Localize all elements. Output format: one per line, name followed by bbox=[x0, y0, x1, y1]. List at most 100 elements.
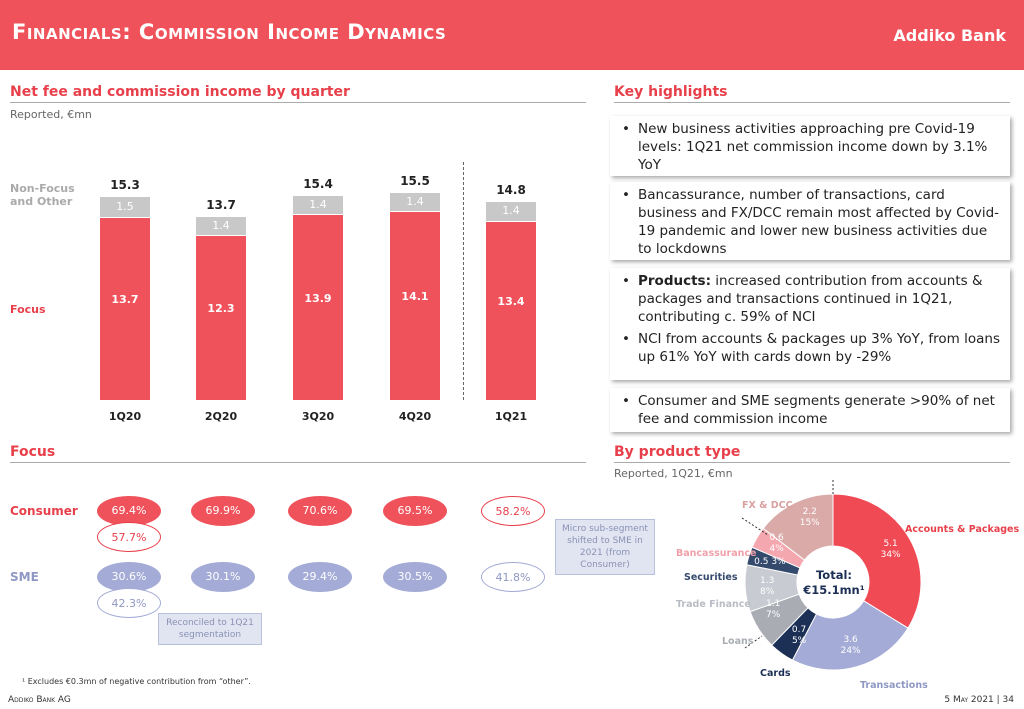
bar-focus: 12.3 bbox=[196, 236, 246, 400]
highlight-bold: Products: bbox=[638, 273, 711, 289]
x-tick-label: 2Q20 bbox=[204, 410, 238, 423]
bar-total: 15.3 bbox=[110, 177, 140, 192]
bar-focus: 14.1 bbox=[390, 212, 440, 400]
donut-center-label: Total: bbox=[815, 568, 853, 582]
bar-focus: 13.7 bbox=[100, 217, 150, 400]
bar-other: 1.4 bbox=[196, 216, 246, 236]
highlight-text: Consumer and SME segments generate >90% … bbox=[620, 392, 1000, 428]
period-divider bbox=[463, 162, 464, 400]
consumer-pill: 69.5% bbox=[383, 496, 447, 526]
highlight-box-4: Consumer and SME segments generate >90% … bbox=[610, 388, 1010, 432]
slice-pct: 7% bbox=[766, 609, 781, 620]
highlight-text: Products: increased contribution from ac… bbox=[620, 272, 1000, 326]
highlight-text: Bancassurance, number of transactions, c… bbox=[620, 186, 1000, 258]
slice-value-label: 0.6 4% bbox=[763, 533, 791, 555]
header-band bbox=[0, 0, 1024, 70]
bar-chart: 13.7 1.5 15.3 1Q20 12.3 1.4 13.7 2Q20 13.9 1.4 15.… bbox=[0, 0, 600, 440]
highlight-box-2: Bancassurance, number of transactions, c… bbox=[610, 182, 1010, 260]
bar-total: 13.7 bbox=[206, 197, 236, 212]
bar-other: 1.4 bbox=[486, 202, 536, 221]
slice-value: 2.2 bbox=[802, 507, 817, 518]
slice-name-label: Accounts & Packages bbox=[905, 524, 1020, 535]
footer-company: Addiko Bank AG bbox=[8, 695, 71, 705]
x-tick-label: 1Q21 bbox=[494, 410, 528, 423]
callout-reconciled: Reconciled to 1Q21 segmentation bbox=[158, 613, 262, 645]
slice-value-label: 2.2 15% bbox=[796, 507, 824, 529]
slice-pct: 3% bbox=[771, 557, 786, 568]
slice-value: 0.5 bbox=[754, 557, 769, 568]
bar-chart-title: Net fee and commission income by quarter bbox=[10, 84, 586, 103]
slice-pct: 8% bbox=[760, 586, 775, 597]
slice-pct: 15% bbox=[799, 518, 820, 529]
focus-title: Focus bbox=[10, 444, 586, 463]
highlights-title: Key highlights bbox=[614, 84, 1010, 103]
leader-line bbox=[744, 635, 763, 649]
slice-name-label: Loans bbox=[722, 636, 754, 647]
slice-name-label: FX & DCC bbox=[742, 500, 793, 511]
donut-center-value: €15.1mn¹ bbox=[803, 583, 865, 597]
x-tick-label: 4Q20 bbox=[398, 410, 432, 423]
footnote: ¹ Excludes €0.3mn of negative contributi… bbox=[22, 677, 251, 686]
consumer-pill: 69.4% bbox=[97, 496, 161, 526]
sme-pill: 41.8% bbox=[481, 562, 545, 592]
slice-value-label: 1.3 8% bbox=[753, 576, 781, 598]
slice-name-label: Securities bbox=[684, 572, 738, 583]
consumer-reconciled-pill: 57.7% bbox=[97, 522, 161, 552]
highlight-text: New business activities approaching pre … bbox=[620, 120, 1000, 174]
slice-pct: 34% bbox=[880, 549, 901, 560]
slice-value-label: 0.7 5% bbox=[785, 625, 813, 647]
slice-value-label: 0.5 3% bbox=[750, 557, 790, 568]
highlight-text: increased contribution from accounts & p… bbox=[638, 273, 983, 325]
slice-value: 5.1 bbox=[883, 538, 898, 549]
sme-pill: 30.6% bbox=[97, 562, 161, 592]
sme-label: SME bbox=[10, 570, 39, 584]
donut-slice bbox=[762, 493, 834, 561]
slice-pct: 5% bbox=[791, 636, 807, 647]
slice-value: 3.6 bbox=[843, 634, 858, 645]
bar-other: 1.4 bbox=[390, 192, 440, 212]
sme-reconciled-pill: 42.3% bbox=[97, 588, 161, 618]
x-tick-label: 1Q20 bbox=[108, 410, 142, 423]
bar-other: 1.4 bbox=[293, 195, 343, 215]
donut-center: Total: €15.1mn¹ bbox=[803, 568, 865, 598]
sme-pill: 29.4% bbox=[288, 562, 352, 592]
sme-pill: 30.5% bbox=[383, 562, 447, 592]
highlight-box-3: Products: increased contribution from ac… bbox=[610, 268, 1010, 380]
row-label-other: Non-Focus and Other bbox=[10, 182, 75, 208]
page-title: Financials: Commission Income Dynamics bbox=[12, 20, 447, 44]
slice-name-label: Trade Finance bbox=[676, 599, 751, 610]
consumer-pill: 70.6% bbox=[288, 496, 352, 526]
row-label-focus: Focus bbox=[10, 303, 46, 316]
bar-focus: 13.4 bbox=[486, 221, 536, 400]
donut-slice bbox=[832, 493, 922, 629]
slice-pct: 4% bbox=[769, 543, 784, 554]
slice-value-label: 3.6 24% bbox=[837, 635, 865, 657]
donut-slice bbox=[791, 600, 909, 671]
slice-name-label: Transactions bbox=[860, 680, 928, 691]
bar-other: 1.5 bbox=[100, 196, 150, 217]
slice-name-label: Cards bbox=[760, 668, 791, 679]
sme-pill: 30.1% bbox=[191, 562, 255, 592]
bar-chart-subtitle: Reported, €mn bbox=[10, 108, 92, 121]
bar-total: 15.5 bbox=[400, 173, 430, 188]
consumer-pill: 69.9% bbox=[191, 496, 255, 526]
slice-value: 1.3 bbox=[759, 575, 775, 586]
x-tick-label: 3Q20 bbox=[301, 410, 335, 423]
slice-value-label: 1.1 7% bbox=[759, 599, 787, 621]
consumer-pill: 58.2% bbox=[481, 496, 545, 526]
leader-line bbox=[741, 517, 769, 536]
footer-date-page: 5 May 2021 | 34 bbox=[944, 695, 1014, 705]
logo: Addiko Bank bbox=[893, 26, 1006, 45]
donut-title: By product type bbox=[614, 444, 1010, 463]
slice-value-label: 5.1 34% bbox=[877, 539, 905, 561]
bar-total: 14.8 bbox=[496, 183, 526, 198]
bar-total: 15.4 bbox=[303, 176, 333, 191]
bar-focus: 13.9 bbox=[293, 215, 343, 400]
slice-pct: 24% bbox=[840, 645, 861, 656]
slice-value: 0.7 bbox=[791, 625, 807, 636]
slice-name-label: Bancassurance bbox=[676, 548, 757, 559]
consumer-label: Consumer bbox=[10, 504, 78, 518]
slice-value: 1.1 bbox=[766, 598, 781, 609]
callout-micro: Micro sub-segment shifted to SME in 2021… bbox=[555, 519, 655, 575]
